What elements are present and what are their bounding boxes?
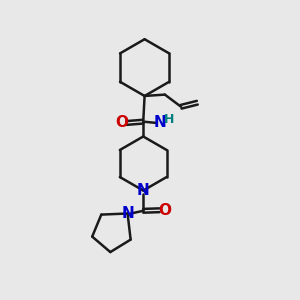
Text: O: O (158, 203, 171, 218)
Text: N: N (137, 183, 150, 198)
Text: O: O (115, 116, 128, 130)
Text: H: H (164, 113, 175, 126)
Text: N: N (121, 206, 134, 221)
Text: N: N (154, 116, 166, 130)
